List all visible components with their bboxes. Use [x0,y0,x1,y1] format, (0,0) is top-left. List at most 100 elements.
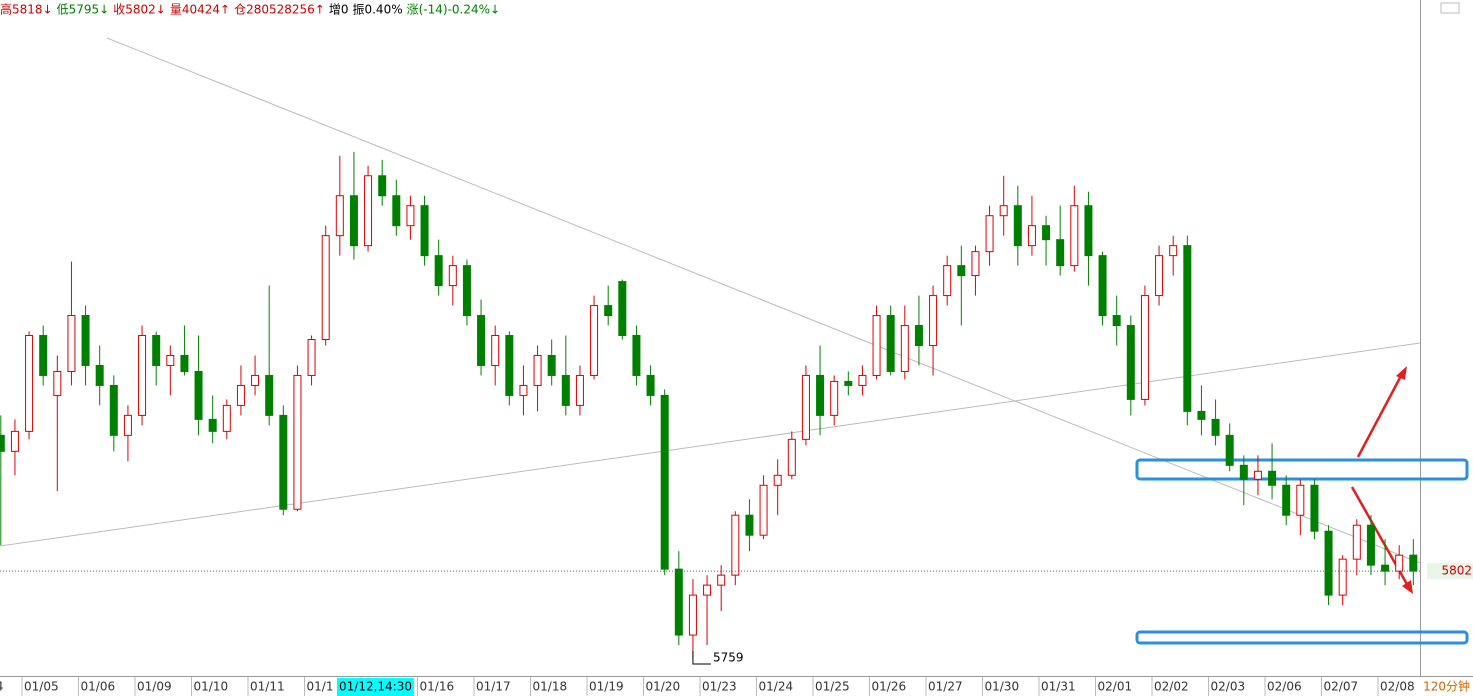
candle-body [279,414,288,510]
x-tick-label: 01/11 [250,680,285,694]
candle-body [999,205,1008,217]
x-tick-label: 01/06 [81,680,116,694]
highlight-box [1135,458,1469,481]
candle-body [321,235,330,341]
candle-body [787,438,796,476]
candle-body [957,265,966,277]
last-price-bg [1427,563,1473,580]
candle-body [222,404,231,432]
candle-body [688,594,697,636]
candle-body [349,195,358,247]
arrow-head [1396,366,1407,380]
x-tick-label: 02/03 [1211,680,1246,694]
candle-body [53,370,62,396]
candle-body [590,305,599,376]
candle-body [10,430,19,452]
candle-body [1296,484,1305,516]
candle-body [731,514,740,576]
candle-body [985,215,994,253]
x-tick-label: 01/17 [476,680,511,694]
x-tick-label: 02/02 [1154,680,1189,694]
candle-body [1324,530,1333,596]
header-item: 涨(-14)-0.24%↓ [407,2,500,17]
x-tick-label: 02/01 [1098,680,1133,694]
candle-body [39,335,48,376]
candle-body [660,394,669,570]
candle-body [1155,255,1164,297]
x-tick-label: 01/27 [928,680,963,694]
candle-body [25,335,34,432]
x-cursor-bg [337,678,414,696]
icon[interactable] [1440,2,1460,14]
x-tick-label: 01/24 [759,680,794,694]
candle-body [1042,225,1051,241]
candle-body [81,315,90,366]
x-tick-label: 02/07 [1324,680,1359,694]
x-tick-label: 01/09 [137,680,172,694]
candle-body [1381,564,1390,572]
candle-body [533,354,542,386]
candle-body [236,384,245,406]
candle-body [816,374,825,416]
x-tick-label: 01/30 [985,680,1020,694]
candle-body [1282,484,1291,516]
candle-body [632,335,641,376]
low-marker [692,651,711,665]
candle-body [914,325,923,346]
x-tick-label: 01/19 [589,680,624,694]
x-tick-label: 01/25 [815,680,850,694]
candle-body [1084,205,1093,257]
candle-body [505,335,514,396]
candle-body [604,305,613,317]
period-label: 120分钟 [1423,679,1470,694]
candle-body [138,335,147,416]
candle-body [773,474,782,486]
candle-body [1013,205,1022,247]
candle-body [575,374,584,406]
x-tick-label: 01/05 [24,680,59,694]
header-item: 收5802↓ [113,3,166,17]
candle-body [491,335,500,366]
x-tick-label: 01/1 [307,680,334,694]
candle-body [1140,295,1149,400]
candle-body [434,255,443,287]
candle-body [123,414,132,436]
x-tick-label: 4 [0,680,3,694]
x-tick-label: 02/08 [1380,680,1415,694]
candle-body [1112,315,1121,327]
low-label: 5759 [713,651,744,665]
candle-body [1352,524,1361,560]
candle-body [1225,434,1234,466]
candle-body [477,315,486,366]
trend-line [106,37,1421,564]
candle-body [759,484,768,536]
candle-body [801,374,810,440]
arrow [1356,373,1404,458]
candle-body [307,339,316,376]
candle-body [194,370,203,420]
header-item: 量40424↑ [170,3,230,17]
x-tick-label: 01/10 [194,680,229,694]
candle-body [929,295,938,346]
x-tick-label: 01/18 [533,680,568,694]
candle-body [943,265,952,297]
candle-body [293,374,302,510]
candle-body [886,315,895,372]
x-tick-label: 01/31 [1041,680,1076,694]
candle-body [1338,558,1347,596]
header: 高5818↓ 低5795↓ 收5802↓ 量40424↑ 仓280528256↑ 增0 振0… [0,2,500,17]
candle-body [830,380,839,416]
candle-body [392,195,401,227]
x-tick-label: 01/16 [420,680,455,694]
candle-body [109,384,118,436]
candle-body [1366,524,1375,566]
candle-body [0,434,5,452]
highlight-box [1135,630,1469,645]
candle-body [1070,205,1079,267]
header-item: 高5818↓ [0,2,53,17]
header-item: 仓280528256↑ [234,3,325,17]
candle-body [1197,410,1206,420]
candle-body [561,374,570,406]
